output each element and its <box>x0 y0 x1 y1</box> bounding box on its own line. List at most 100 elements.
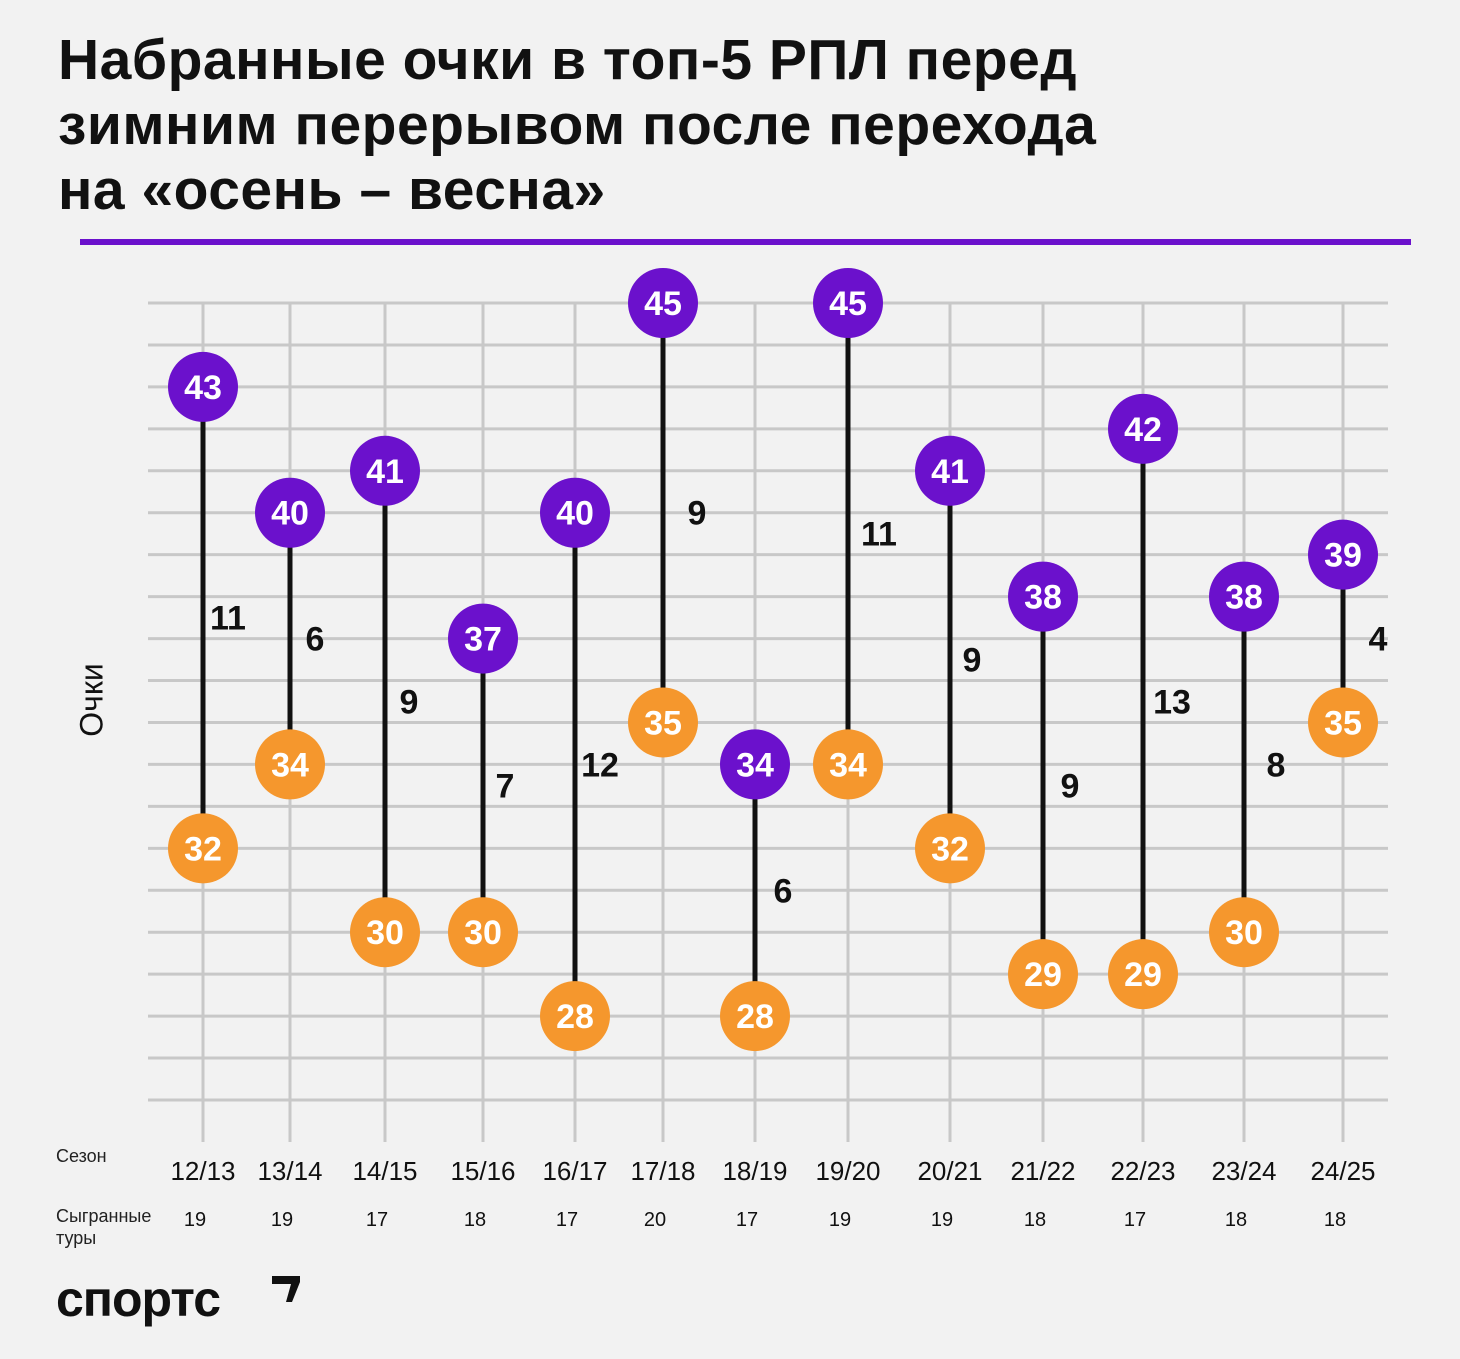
fifth-place-point <box>255 729 325 800</box>
season-tick-label: 20/21 <box>917 1156 982 1186</box>
top-place-label: 39 <box>1324 537 1362 575</box>
fifth-place-point <box>448 897 518 968</box>
top-place-point <box>168 351 238 422</box>
season-tick-label: 18/19 <box>722 1156 787 1186</box>
gap-label: 6 <box>774 872 793 910</box>
fifth-place-label: 30 <box>366 914 404 952</box>
top-place-label: 40 <box>556 495 594 533</box>
top-place-label: 45 <box>644 285 682 323</box>
season-tick-label: 17/18 <box>630 1156 695 1186</box>
top-place-label: 43 <box>184 369 222 407</box>
rounds-value: 17 <box>1124 1209 1146 1231</box>
gap-label: 4 <box>1369 621 1388 659</box>
top-place-point <box>350 435 420 506</box>
top-place-point <box>540 477 610 548</box>
top-place-point <box>813 268 883 338</box>
season-tick-label: 21/22 <box>1010 1156 1075 1186</box>
fifth-place-label: 29 <box>1124 956 1162 994</box>
fifth-place-point <box>720 981 790 1052</box>
fifth-place-point <box>1008 939 1078 1010</box>
fifth-place-label: 32 <box>931 830 969 868</box>
rounds-value: 17 <box>736 1209 758 1231</box>
top-place-point <box>1108 393 1178 464</box>
fifth-place-label: 30 <box>1225 914 1263 952</box>
top-place-point <box>1308 519 1378 590</box>
rounds-value: 18 <box>1324 1209 1346 1231</box>
season-tick-label: 19/20 <box>815 1156 880 1186</box>
gap-label: 12 <box>581 746 619 784</box>
fifth-place-point <box>1308 687 1378 758</box>
y-axis-label: Очки <box>73 663 110 737</box>
season-row-label: Сезон <box>56 1146 107 1166</box>
fifth-place-point <box>915 813 985 884</box>
fifth-place-point <box>350 897 420 968</box>
brand-quote-icon <box>272 1276 300 1302</box>
season-tick-label: 22/23 <box>1110 1156 1175 1186</box>
fifth-place-label: 30 <box>464 914 502 952</box>
fifth-place-label: 35 <box>1324 704 1362 742</box>
top-place-label: 34 <box>736 746 774 784</box>
gap-label: 9 <box>400 684 419 722</box>
top-place-label: 38 <box>1225 579 1263 617</box>
gap-label: 8 <box>1267 746 1286 784</box>
rounds-value: 17 <box>556 1209 578 1231</box>
season-tick-label: 15/16 <box>450 1156 515 1186</box>
season-tick-label: 12/13 <box>170 1156 235 1186</box>
season-tick-label: 24/25 <box>1310 1156 1375 1186</box>
fifth-place-label: 34 <box>829 746 867 784</box>
top-place-label: 40 <box>271 495 309 533</box>
fifth-place-point <box>1108 939 1178 1010</box>
top-place-label: 38 <box>1024 579 1062 617</box>
fifth-place-label: 28 <box>736 998 774 1036</box>
top-place-point <box>1008 561 1078 632</box>
season-tick-label: 23/24 <box>1211 1156 1276 1186</box>
top-place-label: 41 <box>366 453 404 491</box>
rounds-value: 19 <box>931 1209 953 1231</box>
top-place-point <box>1209 561 1279 632</box>
gap-label: 11 <box>861 516 897 554</box>
top-place-point <box>448 603 518 674</box>
top-place-point <box>628 268 698 338</box>
season-tick-label: 14/15 <box>352 1156 417 1186</box>
title-line-1: Набранные очки в топ-5 РПЛ перед <box>58 28 1078 92</box>
rounds-value: 19 <box>829 1209 851 1231</box>
top-place-label: 45 <box>829 285 867 323</box>
title-line-2: зимним перерывом после перехода <box>58 93 1097 157</box>
top-place-label: 42 <box>1124 411 1162 449</box>
gap-label: 6 <box>306 621 325 659</box>
rounds-value: 18 <box>1225 1209 1247 1231</box>
fifth-place-point <box>628 687 698 758</box>
fifth-place-point <box>813 729 883 800</box>
fifth-place-point <box>540 981 610 1052</box>
gap-label: 9 <box>688 495 707 533</box>
fifth-place-point <box>1209 897 1279 968</box>
top-place-label: 37 <box>464 621 502 659</box>
gap-label: 7 <box>496 767 515 805</box>
rounds-row-label: Сыгранные туры <box>56 1206 152 1248</box>
rounds-value: 17 <box>366 1209 388 1231</box>
fifth-place-label: 34 <box>271 746 309 784</box>
fifth-place-point <box>168 813 238 884</box>
season-tick-label: 13/14 <box>257 1156 322 1186</box>
rounds-value: 19 <box>184 1209 206 1231</box>
top-place-point <box>915 435 985 506</box>
fifth-place-label: 32 <box>184 830 222 868</box>
title-line-3: на «осень – весна» <box>58 158 606 222</box>
chart-title: Набранные очки в топ-5 РПЛ перед зимним … <box>58 28 1388 223</box>
fifth-place-label: 29 <box>1024 956 1062 994</box>
rounds-value: 20 <box>644 1209 666 1231</box>
title-divider <box>80 239 1411 245</box>
gap-label: 9 <box>963 642 982 680</box>
rounds-value: 19 <box>271 1209 293 1231</box>
brand-logo: спортс <box>56 1271 221 1327</box>
season-tick-label: 16/17 <box>542 1156 607 1186</box>
rounds-value: 18 <box>1024 1209 1046 1231</box>
gap-label: 11 <box>210 600 246 638</box>
gap-label: 9 <box>1061 767 1080 805</box>
top-place-label: 41 <box>931 453 969 491</box>
fifth-place-label: 35 <box>644 704 682 742</box>
top-place-point <box>255 477 325 548</box>
rounds-value: 18 <box>464 1209 486 1231</box>
top-place-point <box>720 729 790 800</box>
